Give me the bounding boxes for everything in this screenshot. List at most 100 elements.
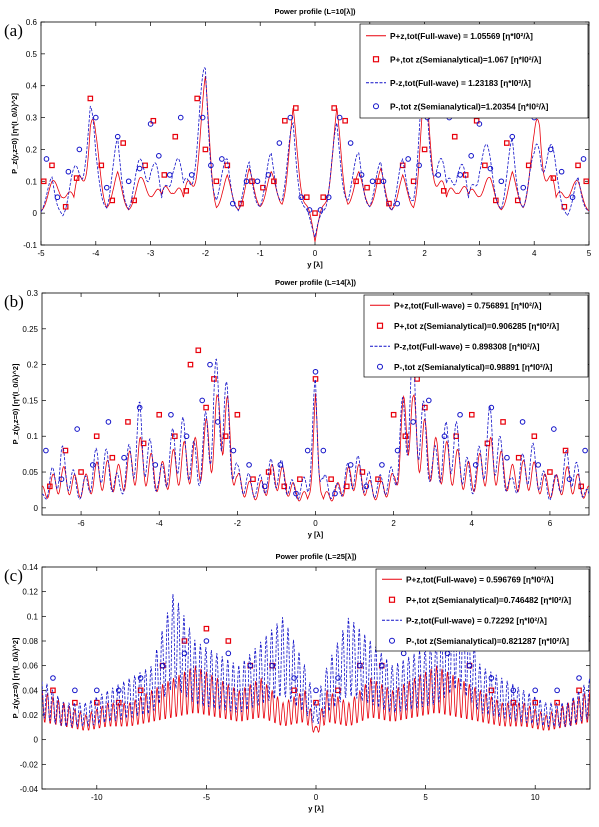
y-tick-label: 0 bbox=[33, 209, 38, 218]
data-point-circle bbox=[304, 447, 311, 454]
data-point-square bbox=[203, 404, 209, 411]
data-point-square bbox=[583, 178, 589, 185]
data-point-circle bbox=[105, 419, 112, 425]
legend-entry-label: P-z,tot(Full-wave) = 0.898308 [η*I0²/λ] bbox=[394, 341, 540, 351]
legend: P+z,tot(Full-wave) = 0.756891 [η*I0²/λ] P… bbox=[363, 294, 589, 378]
y-axis-label: P_z(y,z=0) [η*(I_0/λ)^2] bbox=[10, 93, 19, 174]
data-point-circle bbox=[558, 168, 565, 175]
data-point-square bbox=[575, 162, 581, 169]
data-point-circle bbox=[136, 404, 143, 411]
data-point-square bbox=[87, 95, 94, 102]
data-point-circle bbox=[168, 411, 174, 418]
data-point-circle bbox=[166, 172, 173, 178]
legend-swatch bbox=[376, 322, 384, 329]
data-point-circle bbox=[378, 662, 385, 669]
data-point-square bbox=[282, 117, 288, 124]
legend-swatch bbox=[373, 103, 379, 110]
data-point-square bbox=[222, 433, 229, 440]
data-point-square bbox=[359, 469, 366, 475]
data-point-circle bbox=[457, 411, 463, 418]
data-point-square bbox=[291, 687, 297, 694]
x-axis-label: y [λ] bbox=[307, 260, 323, 269]
data-point-circle bbox=[468, 153, 474, 159]
data-point-square bbox=[312, 210, 318, 216]
data-point-square bbox=[331, 105, 337, 111]
data-point-square bbox=[125, 419, 131, 425]
data-point-square bbox=[41, 178, 47, 185]
y-tick-label: 0.3 bbox=[26, 114, 38, 123]
data-point-square bbox=[320, 194, 327, 201]
y-tick-label: 0.3 bbox=[27, 289, 39, 298]
data-point-circle bbox=[357, 662, 363, 669]
legend-box bbox=[359, 23, 589, 119]
data-point-square bbox=[140, 440, 147, 447]
data-point-circle bbox=[147, 121, 154, 127]
data-point-circle bbox=[183, 433, 190, 440]
y-tick-label: 0.14 bbox=[22, 563, 38, 572]
y-tick-label: 0.5 bbox=[26, 50, 38, 59]
chart-title: Power profile (L=10[λ]) bbox=[274, 7, 356, 16]
data-point-square bbox=[172, 433, 178, 440]
x-tick-label: -6 bbox=[78, 519, 86, 528]
data-point-circle bbox=[188, 172, 195, 178]
legend: P+z,tot(Full-wave) = 1.05569 [η*I0²/λ] P+… bbox=[359, 23, 589, 119]
data-point-circle bbox=[554, 687, 560, 694]
data-point-square bbox=[532, 699, 539, 706]
chart-panel: (b) Power profile (L=14[λ]) -6 -4 -2 0 2 4 6 0 0.0… bbox=[4, 278, 590, 539]
data-point-circle bbox=[313, 687, 319, 694]
chart-title: Power profile (L=25[λ]) bbox=[275, 552, 357, 561]
data-point-circle bbox=[246, 462, 252, 468]
y-tick-label: 0.1 bbox=[27, 612, 39, 621]
data-point-circle bbox=[93, 114, 99, 121]
data-point-square bbox=[98, 162, 105, 169]
data-point-circle bbox=[207, 361, 213, 368]
y-tick-label: 0.1 bbox=[26, 177, 38, 186]
x-tick-label: 0 bbox=[313, 519, 318, 528]
chart-title: Power profile (L=14[λ]) bbox=[275, 278, 357, 287]
data-point-square bbox=[297, 476, 303, 482]
data-point-circle bbox=[159, 662, 166, 669]
data-point-circle bbox=[247, 662, 254, 669]
panel-letter: (c) bbox=[4, 566, 23, 585]
y-tick-label: 0.12 bbox=[22, 588, 38, 597]
y-tick-label: 0.04 bbox=[22, 686, 38, 695]
data-point-square bbox=[531, 433, 538, 440]
legend-entry-label: P-,tot z(Semianalytical)=1.20354 [η*I0²/… bbox=[390, 101, 549, 111]
data-point-circle bbox=[466, 662, 473, 669]
data-point-circle bbox=[369, 178, 376, 185]
data-point-square bbox=[202, 146, 209, 153]
data-point-square bbox=[50, 687, 56, 694]
y-tick-label: -0.04 bbox=[20, 785, 39, 794]
y-tick-label: 0.05 bbox=[22, 468, 38, 477]
data-point-square bbox=[500, 419, 506, 425]
data-point-circle bbox=[72, 687, 78, 694]
data-point-square bbox=[183, 188, 190, 194]
data-point-circle bbox=[76, 146, 83, 153]
data-point-circle bbox=[510, 687, 517, 694]
x-tick-label: -3 bbox=[147, 249, 155, 258]
data-point-circle bbox=[230, 447, 237, 454]
legend-swatch bbox=[372, 56, 380, 63]
data-point-square bbox=[78, 469, 84, 475]
legend-entry-label: P+,tot z(Semianalytical)=0.746482 [η*I0²… bbox=[406, 595, 571, 605]
x-tick-label: 3 bbox=[477, 249, 482, 258]
data-point-circle bbox=[277, 462, 284, 468]
legend-entry-label: P+z,tot(Full-wave) = 0.596769 [η*I0²/λ] bbox=[406, 574, 554, 584]
data-point-square bbox=[194, 95, 200, 102]
data-point-circle bbox=[405, 156, 411, 162]
y-tick-label: 0.2 bbox=[27, 361, 39, 370]
data-point-square bbox=[386, 200, 392, 207]
data-point-circle bbox=[312, 368, 319, 375]
data-point-circle bbox=[426, 397, 432, 404]
legend-entry-label: P+,tot z(Semianalytical)=1.067 [η*I0²/λ] bbox=[390, 54, 541, 64]
data-point-circle bbox=[394, 200, 401, 207]
data-point-circle bbox=[276, 140, 283, 146]
data-point-square bbox=[260, 184, 266, 191]
y-tick-label: 0 bbox=[34, 504, 39, 513]
data-point-circle bbox=[582, 447, 588, 454]
data-point-circle bbox=[476, 121, 483, 127]
data-point-square bbox=[421, 146, 428, 153]
data-point-square bbox=[150, 117, 157, 124]
data-point-circle bbox=[487, 165, 494, 172]
legend-entry-label: P+z,tot(Full-wave) = 0.756891 [η*I0²/λ] bbox=[394, 300, 542, 310]
